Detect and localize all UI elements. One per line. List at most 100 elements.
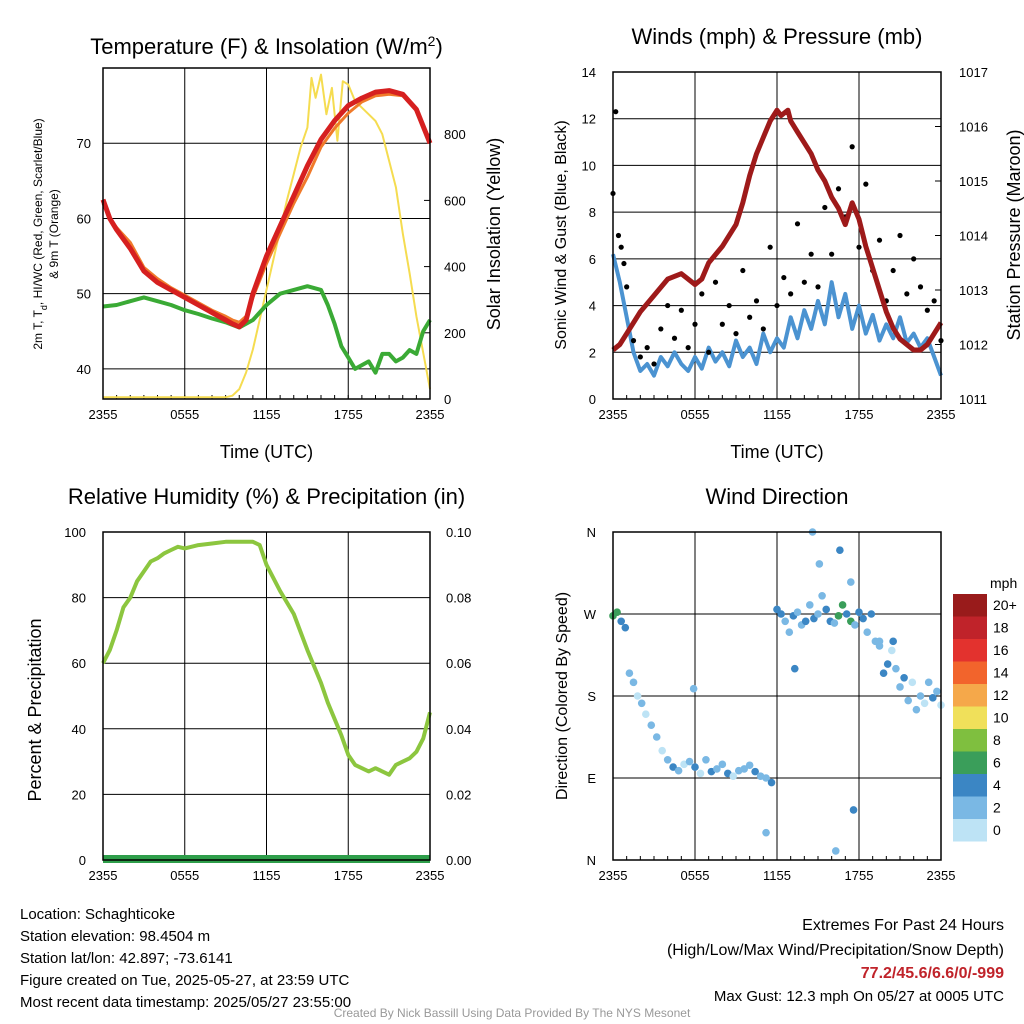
latlon-text: Station lat/lon: 42.897; -73.6141 (20, 950, 233, 967)
gust-point (774, 302, 780, 309)
direction-point (647, 721, 656, 729)
direction-point (847, 578, 855, 586)
colorbar-swatch (953, 661, 987, 684)
direction-point (933, 687, 941, 696)
x-tick-label: 1755 (845, 868, 874, 883)
x-tick-label: 1155 (763, 407, 791, 422)
y2-tick-label: 800 (444, 127, 466, 142)
y-tick-label: 40 (77, 362, 91, 377)
direction-point (790, 664, 799, 673)
direction-point (855, 608, 863, 616)
colorbar-swatch (953, 751, 987, 774)
y2-tick-label: 0.08 (446, 591, 471, 606)
x-axis-label: Time (UTC) (220, 442, 313, 462)
y2-tick-label: 0.04 (446, 722, 471, 737)
credit-text: Created By Nick Bassill Using Data Provi… (333, 1006, 691, 1020)
y-tick-label: 12 (582, 112, 596, 127)
y-tick-label: 70 (77, 136, 91, 151)
direction-point (785, 628, 794, 637)
plot-border (612, 71, 942, 400)
colorbar-unit: mph (990, 575, 1017, 591)
direction-point (652, 733, 661, 741)
chart-title: Wind Direction (705, 484, 848, 509)
gust-point (849, 144, 855, 150)
location-text: Location: Schaghticoke (20, 906, 176, 923)
x-tick-label: 0555 (170, 868, 199, 883)
plot-border (102, 531, 431, 861)
x-tick-label: 1155 (253, 407, 281, 422)
direction-point (831, 847, 840, 855)
direction-point (924, 678, 933, 687)
colorbar-label: 16 (993, 642, 1009, 658)
gust-point (917, 284, 924, 290)
title-main: Temperature (F) & Insolation (W/m (90, 34, 427, 59)
y-tick-label: 60 (77, 211, 91, 226)
y2-tick-label: 1013 (959, 283, 988, 298)
gust-point (747, 314, 753, 320)
colorbar-swatch (953, 796, 987, 819)
x-tick-label: 1155 (763, 868, 791, 883)
colorbar-swatch (953, 706, 987, 729)
gust-point (801, 279, 807, 285)
gust-point (706, 349, 712, 355)
direction-point (920, 699, 929, 708)
gust-point (794, 221, 801, 227)
chart-title: Temperature (F) & Insolation (W/m2) (90, 33, 443, 59)
gust-point (753, 298, 760, 304)
direction-point (718, 760, 727, 769)
gust-point (726, 302, 732, 309)
gust-point (863, 181, 869, 187)
temperature-chart: 2355 0555 1155 1755 2355 40 50 60 70 0 200 400 600 80… (31, 33, 504, 462)
colorbar-label: 18 (993, 620, 1009, 636)
chart-title: Relative Humidity (%) & Precipitation (i… (68, 484, 465, 509)
colorbar-label: 2 (993, 800, 1001, 816)
gust-point (822, 204, 828, 211)
speed-colorbar: mph 20+ 18 16 14 12 10 8 6 4 2 0 (953, 575, 1017, 842)
gust-point (615, 232, 622, 239)
direction-point (900, 673, 908, 682)
direction-point (781, 617, 789, 626)
y2-tick-label: 1012 (959, 338, 988, 353)
y-tick-label: 100 (64, 525, 86, 540)
x-tick-label: 1155 (253, 868, 281, 883)
gust-point (733, 331, 739, 337)
y-tick-label: S (587, 689, 596, 704)
chart-title: Winds (mph) & Pressure (mb) (632, 24, 923, 49)
ylabel-sub: d (39, 305, 49, 310)
direction-point (642, 710, 650, 719)
elevation-text: Station elevation: 98.4504 m (20, 928, 211, 945)
direction-point (888, 646, 896, 655)
colorbar-label: 8 (993, 732, 1001, 748)
gust-point (808, 251, 814, 257)
colorbar-swatch (953, 639, 987, 662)
x-tick-label: 1755 (845, 407, 874, 422)
recent-text: Most recent data timestamp: 2025/05/27 2… (20, 994, 352, 1011)
y-tick-label: 40 (72, 722, 86, 737)
colorbar-label: 6 (993, 755, 1001, 771)
y-tick-label: E (587, 771, 596, 786)
y-tick-label: 20 (72, 787, 86, 802)
colorbar-label: 0 (993, 822, 1001, 838)
direction-point (621, 623, 630, 632)
direction-point (836, 546, 844, 555)
y-tick-label: 50 (77, 287, 91, 302)
gust-point (678, 307, 684, 313)
title-end: ) (435, 34, 442, 59)
y-tick-label: 14 (582, 65, 596, 80)
gust-point (637, 354, 643, 360)
direction-point (625, 669, 634, 678)
gust-point (856, 244, 862, 250)
direction-point (912, 705, 921, 714)
y-axis-label: 2m T, Td, HI/WC (Red, Green, Scarlet/Blu… (31, 118, 49, 349)
direction-point (814, 610, 822, 618)
station-info: Location: Schaghticoke Station elevation… (20, 904, 351, 1014)
y-axis-label: Percent & Precipitation (25, 618, 45, 801)
created-text: Figure created on Tue, 2025-05-27, at 23… (20, 972, 350, 989)
x-axis-label: Time (UTC) (730, 442, 823, 462)
direction-point (745, 761, 754, 770)
direction-point (842, 610, 851, 618)
direction-point (629, 678, 638, 687)
extremes-title: Extremes For Past 24 Hours (802, 917, 1004, 934)
